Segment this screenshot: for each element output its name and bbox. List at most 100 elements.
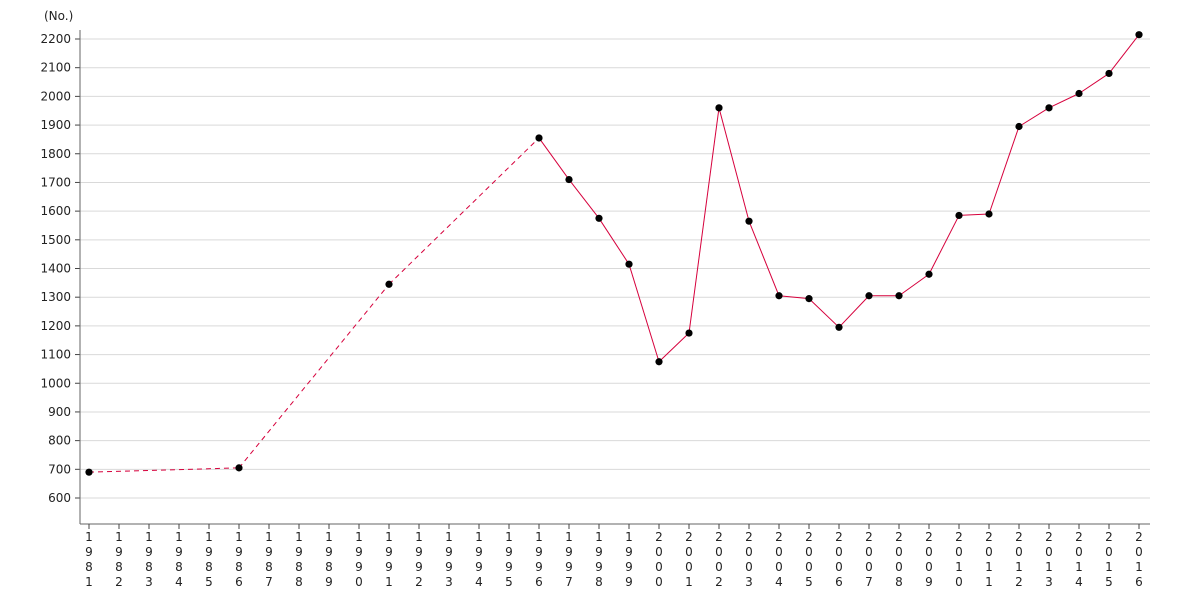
data-point bbox=[595, 214, 603, 222]
grid-lines bbox=[80, 38, 1150, 499]
x-tick-labels: 1 9 8 1 1 9 8 2 1 9 8 3 1 9 8 4 1 9 8 5 1 9 8 6 1 9 8 7 1 9 8 8 1 9 8 9 1 9 9 0… bbox=[85, 530, 1143, 589]
y-tick-label: 2200 bbox=[40, 32, 71, 46]
y-tick-labels: 600 700 800 900 1000 1100 1200 1300 1400 1500 1600… bbox=[40, 32, 71, 505]
data-point bbox=[715, 104, 723, 112]
series-segment bbox=[988, 126, 1020, 215]
series-segment bbox=[898, 273, 930, 297]
series-segment bbox=[538, 137, 570, 180]
y-tick-label: 900 bbox=[48, 405, 71, 419]
y-tick-label: 1200 bbox=[40, 319, 71, 333]
series-segment bbox=[1108, 34, 1140, 74]
series-segment bbox=[838, 295, 870, 328]
data-point bbox=[925, 270, 933, 278]
data-point bbox=[1105, 69, 1113, 78]
series-segment-dashed bbox=[88, 467, 240, 473]
y-tick-label: 1000 bbox=[40, 376, 71, 390]
data-point bbox=[1015, 122, 1023, 131]
data-point bbox=[895, 292, 903, 300]
y-unit-label: (No.) bbox=[44, 9, 73, 23]
data-point bbox=[85, 468, 93, 476]
series-segment-dashed bbox=[238, 283, 390, 469]
series-segment bbox=[628, 264, 660, 362]
series-segment bbox=[778, 295, 810, 300]
y-tick-label: 2100 bbox=[40, 61, 71, 75]
y-tick-label: 1300 bbox=[40, 290, 71, 304]
y-tick-label: 1800 bbox=[40, 147, 71, 161]
y-tick-label: 800 bbox=[48, 434, 71, 448]
series-lines bbox=[88, 34, 1140, 473]
series-segment bbox=[688, 107, 720, 334]
axes bbox=[75, 30, 1150, 529]
data-point bbox=[985, 210, 993, 218]
series-segment bbox=[748, 220, 780, 296]
series-segment bbox=[598, 218, 630, 265]
series-segment bbox=[1018, 107, 1050, 127]
series-segment bbox=[1048, 93, 1080, 109]
data-point bbox=[535, 134, 543, 142]
y-tick-label: 1900 bbox=[40, 118, 71, 132]
data-point bbox=[565, 175, 573, 184]
data-point bbox=[745, 217, 753, 225]
data-point bbox=[805, 295, 813, 303]
data-point bbox=[1075, 89, 1083, 98]
series-segment bbox=[658, 332, 690, 363]
series-segment-dashed bbox=[388, 137, 540, 285]
data-point bbox=[1135, 31, 1143, 39]
data-point bbox=[1045, 104, 1053, 112]
y-tick-label: 2000 bbox=[40, 89, 71, 103]
series-segment bbox=[718, 107, 750, 222]
y-tick-label: 1400 bbox=[40, 262, 71, 276]
data-point bbox=[835, 323, 843, 331]
series-segment bbox=[1078, 73, 1110, 94]
data-point bbox=[655, 358, 663, 366]
series-segment bbox=[568, 179, 600, 219]
series-segment bbox=[808, 298, 840, 328]
data-point bbox=[625, 260, 633, 268]
data-point bbox=[775, 292, 783, 300]
y-tick-label: 700 bbox=[48, 462, 71, 476]
series-segment bbox=[958, 213, 990, 216]
y-tick-label: 1700 bbox=[40, 175, 71, 189]
series-segment bbox=[928, 215, 960, 275]
y-tick-label: 1600 bbox=[40, 204, 71, 218]
data-point bbox=[865, 292, 873, 300]
data-point bbox=[685, 329, 693, 337]
data-point bbox=[235, 464, 243, 472]
data-point bbox=[955, 211, 963, 220]
y-tick-label: 1500 bbox=[40, 233, 71, 247]
